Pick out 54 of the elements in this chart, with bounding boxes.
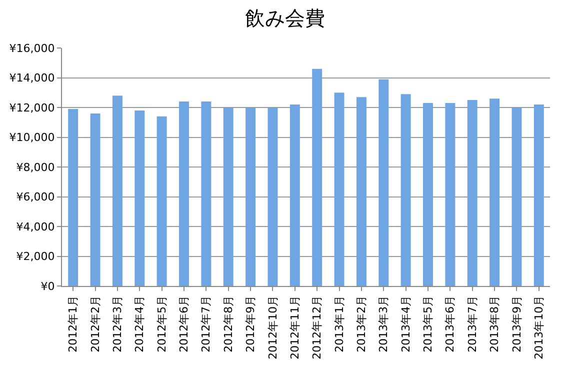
x-tick-label: 2012年6月	[178, 295, 191, 352]
bar	[490, 98, 500, 286]
x-tick-label: 2012年9月	[244, 295, 258, 352]
bar	[112, 96, 122, 286]
x-tick-label: 2012年8月	[222, 295, 235, 352]
bar	[268, 108, 278, 286]
x-tick-label: 2013年1月	[332, 295, 346, 352]
bar	[378, 79, 389, 286]
x-tick-label: 2012年5月	[155, 295, 168, 352]
bar	[400, 94, 411, 286]
y-tick-label: ¥2,000	[16, 250, 55, 264]
x-tick-label: 2012年11月	[288, 295, 302, 360]
y-tick-label: ¥12,000	[9, 101, 55, 114]
x-tick-label: 2013年6月	[444, 295, 457, 352]
bar	[534, 104, 544, 286]
x-tick-label: 2012年12月	[310, 295, 324, 360]
bar	[356, 97, 366, 286]
bar	[312, 68, 322, 286]
x-tick-label: 2013年10月	[532, 295, 546, 360]
bar	[334, 92, 344, 286]
bar	[90, 113, 100, 286]
x-tick-label: 2013年3月	[377, 295, 390, 352]
x-tick-label: 2013年9月	[510, 295, 524, 352]
bar	[179, 102, 189, 286]
y-tick-label: ¥8,000	[16, 160, 55, 174]
x-tick-label: 2013年4月	[399, 295, 412, 352]
bar	[467, 100, 478, 286]
bar	[423, 103, 433, 286]
y-tick-label: ¥6,000	[16, 190, 55, 204]
bar	[201, 102, 212, 286]
x-tick-label: 2012年7月	[200, 295, 213, 352]
x-tick-label: 2012年1月	[66, 295, 80, 352]
chart-title: 飲み会費	[245, 6, 325, 30]
bar	[223, 108, 234, 286]
y-tick-label: ¥0	[40, 280, 55, 293]
bar	[290, 104, 300, 286]
x-tick-label: 2012年2月	[88, 295, 102, 352]
y-tick-label: ¥16,000	[9, 42, 55, 55]
bar	[445, 103, 456, 286]
bar	[134, 110, 145, 286]
x-tick-label: 2013年5月	[422, 295, 435, 352]
bar	[156, 116, 167, 286]
x-tick-label: 2012年4月	[133, 295, 146, 352]
x-tick-label: 2013年8月	[488, 295, 502, 352]
bar	[68, 108, 78, 286]
bar	[512, 108, 522, 286]
x-tick-label: 2012年10月	[266, 295, 280, 360]
x-tick-label: 2013年7月	[466, 295, 479, 352]
y-tick-label: ¥4,000	[16, 220, 55, 234]
x-tick-label: 2013年2月	[355, 295, 368, 352]
y-tick-label: ¥10,000	[9, 131, 55, 144]
bar	[246, 108, 256, 286]
x-tick-label: 2012年3月	[111, 295, 124, 352]
y-tick-label: ¥14,000	[9, 72, 55, 85]
